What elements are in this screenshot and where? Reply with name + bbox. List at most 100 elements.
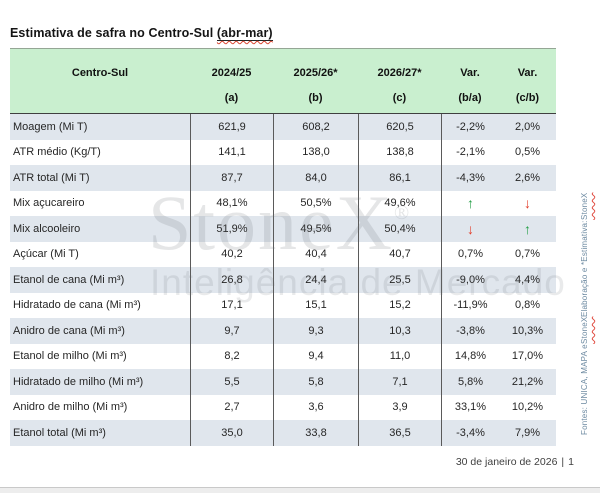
cell-var-ba: -11,9% <box>441 292 499 318</box>
up-arrow-icon: ↑ <box>441 190 499 216</box>
cell-b: 3,6 <box>273 394 358 420</box>
cell-b: 5,8 <box>273 369 358 395</box>
table-row-etanol-cana: Etanol de cana (Mi m³) 26,8 24,4 25,5 -9… <box>10 267 556 293</box>
cell-var-cb: 0,8% <box>514 299 541 312</box>
header-letter-cb: (c/b) <box>515 92 540 104</box>
table-row-hidratado-milho: Hidratado de milho (Mi m³) 5,5 5,8 7,1 5… <box>10 369 556 395</box>
row-label: Anidro de milho (Mi m³) <box>13 401 128 414</box>
cell-c: 10,3 <box>358 318 441 344</box>
row-label: Hidratado de cana (Mi m³) <box>13 299 141 312</box>
table-row-atr-medio: ATR médio (Kg/T) 141,1 138,0 138,8 -2,1%… <box>10 139 556 165</box>
cell-var-cb: 2,0% <box>514 120 541 133</box>
table-body: Moagem (Mi T) 621,9 608,2 620,5 -2,2% 2,… <box>10 114 556 446</box>
row-label: Hidratado de milho (Mi m³) <box>13 375 144 388</box>
cell-b: 9,3 <box>273 318 358 344</box>
cell-c: 3,9 <box>358 394 441 420</box>
cell-b: 33,8 <box>273 420 358 446</box>
sources-brand-2: StoneX <box>580 192 589 221</box>
cell-var-cb: 17,0% <box>511 350 544 363</box>
header-letter-ba: (b/a) <box>458 92 482 104</box>
row-label: Moagem (Mi T) <box>13 120 88 133</box>
cell-c: 40,7 <box>358 241 441 267</box>
table-row-anidro-milho: Anidro de milho (Mi m³) 2,7 3,6 3,9 33,1… <box>10 394 556 420</box>
header-col-2025-26: 2025/26* <box>293 67 338 79</box>
table-header: Centro-Sul 2024/25 2025/26* 2026/27* Var… <box>10 48 556 114</box>
sources-text-1: Fontes: UNICA, MAPA e <box>580 344 589 436</box>
cell-var-cb: 7,9% <box>514 426 541 439</box>
cell-var-ba: -2,1% <box>441 139 499 165</box>
cell-c: 36,5 <box>358 420 441 446</box>
footer-page-number: 1 <box>568 456 574 468</box>
row-label: Mix açucareiro <box>13 197 85 210</box>
table-row-atr-total: ATR total (Mi T) 87,7 84,0 86,1 -4,3% 2,… <box>10 165 556 191</box>
cell-a: 51,9% <box>190 216 273 242</box>
cell-var-ba: 14,8% <box>441 343 499 369</box>
cell-var-cb: 10,2% <box>511 401 544 414</box>
header-letter-row: (a) (b) (c) (b/a) (c/b) <box>10 89 556 113</box>
cell-var-ba: -3,8% <box>441 318 499 344</box>
bottom-edge-strip <box>0 487 600 493</box>
header-label-col: Centro-Sul <box>71 67 129 79</box>
cell-b: 40,4 <box>273 241 358 267</box>
cell-a: 5,5 <box>190 369 273 395</box>
cell-a: 9,7 <box>190 318 273 344</box>
header-letter-a: (a) <box>224 92 239 104</box>
cell-c: 15,2 <box>358 292 441 318</box>
cell-var-cb: 2,6% <box>514 171 541 184</box>
header-col-var-cb: Var. <box>517 67 538 79</box>
cell-var-cb: 0,7% <box>514 248 541 261</box>
cell-var-cb: 4,4% <box>514 273 541 286</box>
cell-c: 7,1 <box>358 369 441 395</box>
header-letter-c: (c) <box>392 92 407 104</box>
row-label: Mix alcooleiro <box>13 222 81 235</box>
page-title: Estimativa de safra no Centro-Sul (abr-m… <box>10 26 273 41</box>
header-letter-empty <box>10 89 190 113</box>
harvest-table: Centro-Sul 2024/25 2025/26* 2026/27* Var… <box>10 48 556 446</box>
cell-var-ba: -2,2% <box>441 114 499 140</box>
page-title-text: Estimativa de safra no Centro-Sul <box>10 26 217 40</box>
cell-var-ba: 0,7% <box>441 241 499 267</box>
sources-sidebar: Fontes: UNICA, MAPA e StoneX Elaboração … <box>580 180 589 448</box>
cell-a: 141,1 <box>190 139 273 165</box>
up-arrow-icon: ↑ <box>524 220 531 237</box>
header-year-row: Centro-Sul 2024/25 2025/26* 2026/27* Var… <box>10 49 556 89</box>
cell-c: 50,4% <box>358 216 441 242</box>
cell-var-ba: -4,3% <box>441 165 499 191</box>
row-label: Etanol de milho (Mi m³) <box>13 350 127 363</box>
cell-b: 49,5% <box>273 216 358 242</box>
table-row-mix-alcooleiro: Mix alcooleiro 51,9% 49,5% 50,4% ↓ ↑ <box>10 216 556 242</box>
table-row-etanol-total: Etanol total (Mi m³) 35,0 33,8 36,5 -3,4… <box>10 420 556 446</box>
cell-c: 11,0 <box>358 343 441 369</box>
cell-b: 138,0 <box>273 139 358 165</box>
table-row-etanol-milho: Etanol de milho (Mi m³) 8,2 9,4 11,0 14,… <box>10 343 556 369</box>
cell-var-cb: 10,3% <box>511 324 544 337</box>
cell-b: 84,0 <box>273 165 358 191</box>
cell-a: 621,9 <box>190 114 273 140</box>
cell-a: 8,2 <box>190 343 273 369</box>
header-col-2026-27: 2026/27* <box>377 67 422 79</box>
row-label: ATR médio (Kg/T) <box>13 146 101 159</box>
cell-c: 49,6% <box>358 190 441 216</box>
sources-text-2: Elaboração e *Estimativa: <box>580 220 589 317</box>
cell-a: 40,2 <box>190 241 273 267</box>
cell-a: 26,8 <box>190 267 273 293</box>
footer-date-text: 30 de janeiro de 2026 <box>455 456 558 468</box>
cell-var-ba: -3,4% <box>441 420 499 446</box>
footer-separator: | <box>561 456 565 468</box>
cell-a: 17,1 <box>190 292 273 318</box>
header-letter-b: (b) <box>308 92 323 104</box>
down-arrow-icon: ↓ <box>441 216 499 242</box>
row-label: Etanol total (Mi m³) <box>13 426 106 439</box>
cell-var-cb: 0,5% <box>514 146 541 159</box>
header-col-2024-25: 2024/25 <box>211 67 252 79</box>
cell-b: 24,4 <box>273 267 358 293</box>
cell-var-ba: 33,1% <box>441 394 499 420</box>
cell-b: 9,4 <box>273 343 358 369</box>
cell-b: 50,5% <box>273 190 358 216</box>
cell-a: 35,0 <box>190 420 273 446</box>
cell-a: 48,1% <box>190 190 273 216</box>
down-arrow-icon: ↓ <box>524 195 531 212</box>
table-row-acucar: Açúcar (Mi T) 40,2 40,4 40,7 0,7% 0,7% <box>10 241 556 267</box>
cell-a: 87,7 <box>190 165 273 191</box>
